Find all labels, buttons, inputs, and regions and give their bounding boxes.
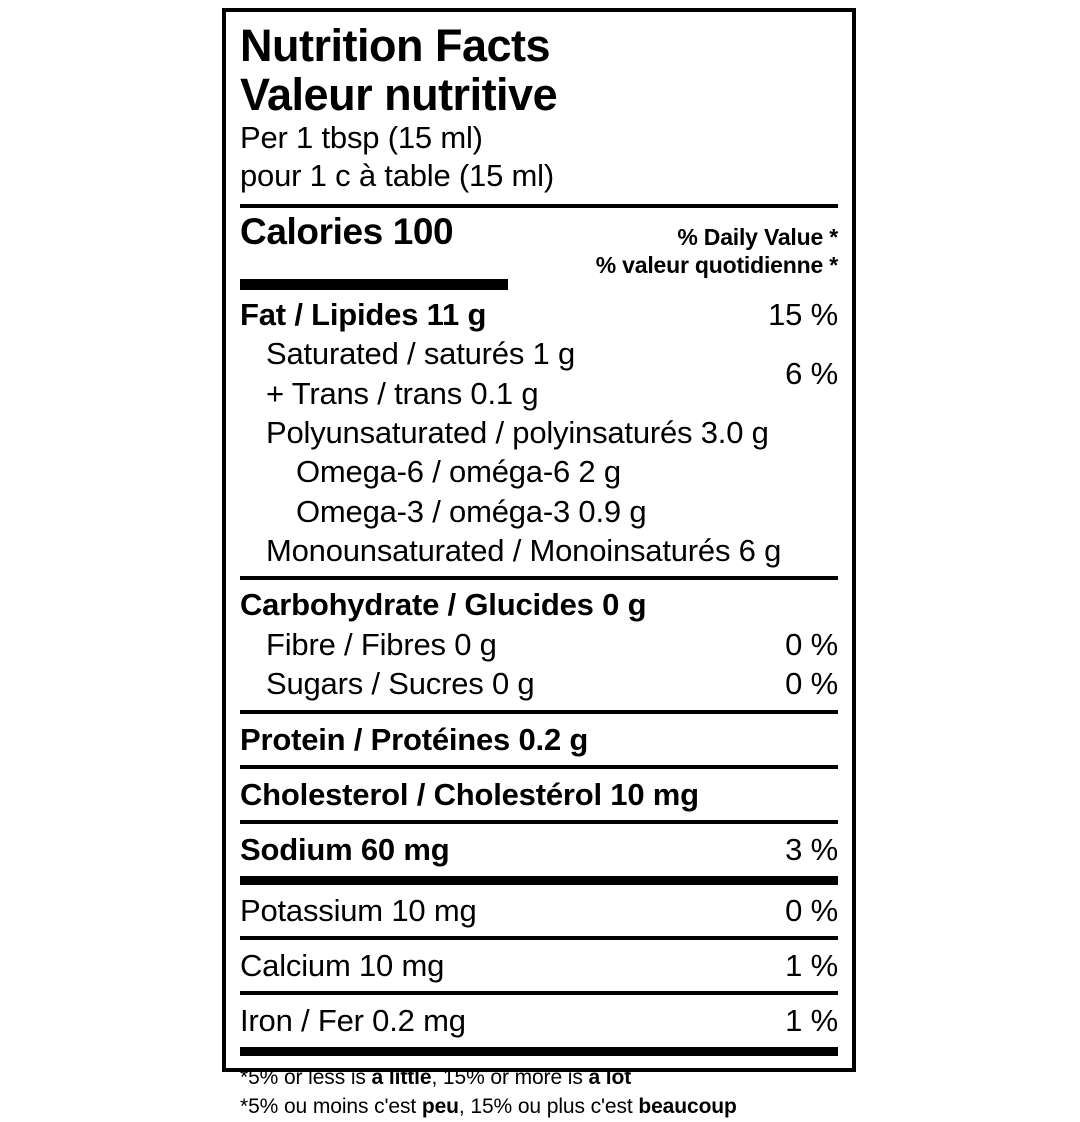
rule-below-carbohydrate-section [240, 709, 838, 714]
row-potassium-label: Potassium 10 mg [240, 892, 477, 928]
row-sodium-label: Sodium 60 mg [240, 832, 450, 868]
row-protein: Protein / Protéines 0.2 g [240, 714, 838, 765]
row-polyunsaturated-label: Polyunsaturated / polyinsaturés 3.0 g [266, 414, 769, 450]
daily-value-header-french: % valeur quotidienne * [595, 251, 838, 278]
rule-below-sodium [240, 875, 838, 885]
row-iron-dv: 1 % [785, 1003, 838, 1039]
row-saturated-trans-dv: 6 % [785, 355, 838, 391]
rule-below-potassium [240, 935, 838, 940]
row-carbohydrate-label: Carbohydrate / Glucides 0 g [240, 587, 647, 623]
row-potassium: Potassium 10 mg 0 % [240, 885, 838, 936]
rule-below-protein [240, 764, 838, 769]
footnote-en-bold1: a little [371, 1065, 432, 1089]
row-potassium-dv: 0 % [785, 892, 838, 928]
row-cholesterol-label: Cholesterol / Cholestérol 10 mg [240, 776, 699, 812]
footnote-fr-part1: *5% ou moins c'est [240, 1095, 422, 1119]
rule-below-cholesterol [240, 820, 838, 825]
row-polyunsaturated: Polyunsaturated / polyinsaturés 3.0 g [240, 413, 838, 452]
row-calcium-dv: 1 % [785, 947, 838, 983]
row-omega-6-label: Omega-6 / oméga-6 2 g [296, 454, 621, 490]
row-omega-3: Omega-3 / oméga-3 0.9 g [240, 492, 838, 531]
footnote-en-part1: *5% or less is [240, 1065, 372, 1089]
panel-title-french: Valeur nutritive [240, 68, 558, 120]
serving-size-french: pour 1 c à table (15 ml) [240, 158, 554, 193]
row-calcium-label: Calcium 10 mg [240, 947, 445, 983]
rule-below-calcium [240, 991, 838, 996]
footnote-fr-part2: , 15% ou plus c'est [458, 1095, 639, 1119]
footnote-fr-bold1: peu [421, 1095, 459, 1119]
row-iron: Iron / Fer 0.2 mg 1 % [240, 995, 838, 1046]
footnote-en-bold2: a lot [588, 1065, 632, 1089]
row-sodium: Sodium 60 mg 3 % [240, 824, 838, 875]
daily-value-header: % Daily Value * % valeur quotidienne * [596, 213, 838, 279]
calories-label: Calories 100 [240, 210, 454, 252]
row-trans: + Trans / trans 0.1 g [240, 374, 775, 413]
row-saturated-label: Saturated / saturés 1 g [266, 336, 576, 372]
row-fat-label: Fat / Lipides 11 g [240, 296, 487, 332]
row-omega-6: Omega-6 / oméga-6 2 g [240, 452, 838, 491]
row-fibre: Fibre / Fibres 0 g 0 % [240, 625, 838, 664]
row-sodium-dv: 3 % [785, 832, 838, 868]
row-monounsaturated-label: Monounsaturated / Monoinsaturés 6 g [266, 533, 782, 569]
saturated-trans-lines: Saturated / saturés 1 g + Trans / trans … [240, 334, 775, 413]
footnote-fr-bold2: beaucoup [638, 1095, 737, 1119]
row-saturated-trans-group: Saturated / saturés 1 g + Trans / trans … [240, 334, 838, 413]
row-saturated: Saturated / saturés 1 g [240, 334, 775, 373]
rule-below-calories [240, 278, 508, 290]
label-canvas: Nutrition Facts Valeur nutritive Per 1 t… [222, 8, 856, 1119]
row-sugars: Sugars / Sucres 0 g 0 % [240, 664, 838, 709]
calories-row: Calories 100 % Daily Value * % valeur qu… [240, 210, 838, 279]
carbohydrate-section: Carbohydrate / Glucides 0 g Fibre / Fibr… [240, 580, 838, 709]
row-cholesterol: Cholesterol / Cholestérol 10 mg [240, 769, 838, 820]
row-omega-3-label: Omega-3 / oméga-3 0.9 g [296, 493, 647, 529]
row-fat-dv: 15 % [768, 296, 838, 332]
row-trans-label: + Trans / trans 0.1 g [266, 375, 539, 411]
row-carbohydrate: Carbohydrate / Glucides 0 g [240, 585, 838, 624]
footnote-french: *5% ou moins c'est peu, 15% ou plus c'es… [240, 1092, 838, 1122]
footnote-en-part2: , 15% or more is [431, 1065, 589, 1089]
rule-below-serving [240, 203, 838, 208]
row-sugars-label: Sugars / Sucres 0 g [266, 666, 535, 702]
row-monounsaturated: Monounsaturated / Monoinsaturés 6 g [240, 531, 838, 576]
row-iron-label: Iron / Fer 0.2 mg [240, 1003, 466, 1039]
nutrition-facts-panel: Nutrition Facts Valeur nutritive Per 1 t… [222, 8, 856, 1118]
row-fibre-label: Fibre / Fibres 0 g [266, 626, 497, 662]
row-sugars-dv: 0 % [785, 666, 838, 702]
rule-below-fat-section [240, 576, 838, 581]
panel-title-english: Nutrition Facts [240, 20, 551, 71]
serving-size-english: Per 1 tbsp (15 ml) [240, 120, 483, 156]
rule-above-footnote [240, 1046, 838, 1056]
row-fibre-dv: 0 % [785, 626, 838, 662]
row-protein-label: Protein / Protéines 0.2 g [240, 721, 589, 757]
footnote-english: *5% or less is a little, 15% or more is … [240, 1063, 838, 1093]
fat-section: Fat / Lipides 11 g 15 % Saturated / satu… [240, 290, 838, 577]
daily-value-header-english: % Daily Value * [677, 223, 838, 250]
footnote: *5% or less is a little, 15% or more is … [240, 1056, 838, 1122]
row-calcium: Calcium 10 mg 1 % [240, 940, 838, 991]
row-fat: Fat / Lipides 11 g 15 % [240, 295, 838, 334]
spacer [240, 195, 838, 204]
